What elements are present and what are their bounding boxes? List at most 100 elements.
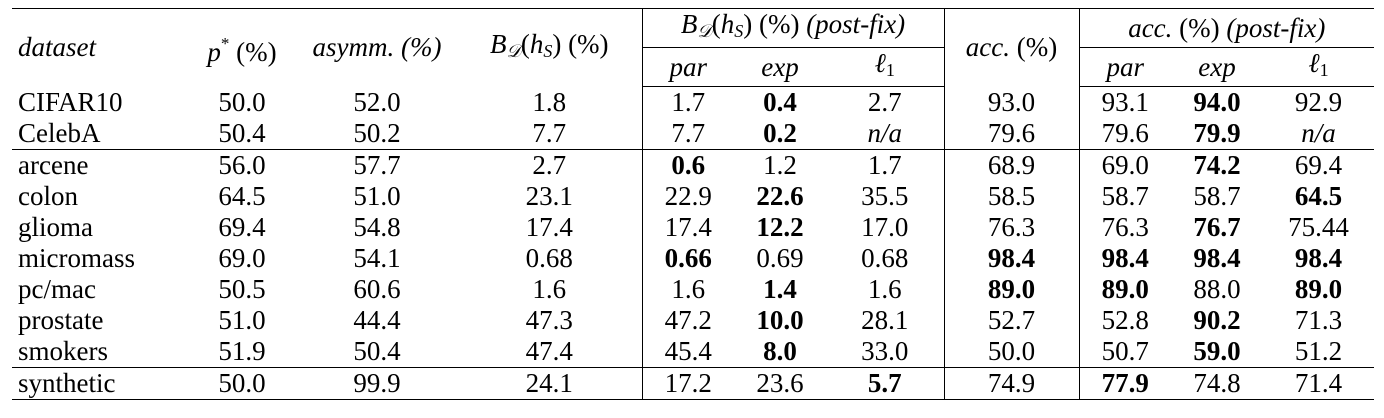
cell-b: 1.6 <box>532 274 567 304</box>
cell-b-exp: 8.0 <box>763 336 797 366</box>
table-row: CelebA 50.4 50.2 7.7 7.7 0.2 n/a 79.6 79.6 79.9 n/… <box>12 118 1374 150</box>
cell-acc-l1: 51.2 <box>1294 336 1343 366</box>
cell-acc-exp: 90.2 <box>1193 305 1241 335</box>
cell-p: 50.0 <box>218 86 266 117</box>
cell-b-par: 47.2 <box>641 305 734 336</box>
cell-acc-par: 77.9 <box>1078 367 1172 400</box>
cell-dataset: prostate <box>18 305 104 335</box>
cell-b-l1: 5.7 <box>826 367 945 400</box>
cell-b-par: 0.66 <box>641 243 734 274</box>
cell-asymm: 99.9 <box>297 367 457 400</box>
cell-b-exp: 22.6 <box>756 181 804 211</box>
cell-b-l1: 17.0 <box>861 212 909 242</box>
cell-asymm: 52.0 <box>353 86 401 117</box>
header-asymm: asymm. (%) <box>297 8 457 87</box>
header-b-exp: exp <box>734 47 826 87</box>
cell-acc-l1: 69.4 <box>1263 149 1375 181</box>
cell-asymm: 50.2 <box>353 118 401 148</box>
results-table-container: dataset p* (%) asymm. (%) B𝒟(hS) (%) B𝒟(… <box>12 8 1375 400</box>
cell-b: 23.1 <box>525 181 573 211</box>
cell-acc-exp: 79.9 <box>1193 118 1241 148</box>
cell-b-l1: 33.0 <box>861 336 909 366</box>
cell-b-l1: 1.7 <box>826 149 945 181</box>
cell-b: 7.7 <box>532 118 567 148</box>
cell-acc-par: 98.4 <box>1078 243 1172 274</box>
cell-b-par: 7.7 <box>641 118 734 150</box>
cell-dataset: synthetic <box>12 367 187 400</box>
cell-p: 50.5 <box>218 274 266 304</box>
header-p-star: p* (%) <box>187 8 297 87</box>
cell-acc: 76.3 <box>943 212 1080 243</box>
cell-b: 47.3 <box>525 305 573 335</box>
cell-b-par: 0.6 <box>641 149 734 181</box>
header-row-1: dataset p* (%) asymm. (%) B𝒟(hS) (%) B𝒟(… <box>12 8 1375 87</box>
cell-dataset: CelebA <box>18 118 101 148</box>
cell-asymm: 60.6 <box>353 274 401 304</box>
cell-asymm: 54.8 <box>353 212 401 242</box>
header-acc-postfix: acc. (%) (post-fix) <box>1078 8 1375 48</box>
cell-acc: 52.7 <box>943 305 1080 336</box>
cell-b-l1: 0.68 <box>861 243 909 273</box>
cell-acc-exp: 98.4 <box>1193 243 1241 273</box>
results-table: dataset p* (%) asymm. (%) B𝒟(hS) (%) B𝒟(… <box>12 8 1375 400</box>
table-row: colon 64.5 51.0 23.1 22.9 22.6 35.5 58.5 58.7 58.… <box>12 181 1374 212</box>
cell-asymm: 57.7 <box>297 149 457 181</box>
cell-p: 69.0 <box>218 243 266 273</box>
cell-p: 50.4 <box>218 118 266 148</box>
cell-acc-l1: 71.3 <box>1294 305 1343 335</box>
header-dataset: dataset <box>12 8 187 87</box>
cell-b-par: 17.4 <box>641 212 734 243</box>
cell-b-exp: 1.2 <box>734 149 826 181</box>
table-row: pc/mac 50.5 60.6 1.6 1.6 1.4 1.6 89.0 89.0 88.0 89… <box>12 274 1374 305</box>
cell-b-exp: 10.0 <box>756 305 804 335</box>
table-row: smokers 51.9 50.4 47.4 45.4 8.0 33.0 50.0 50.7 59… <box>12 336 1374 368</box>
cell-b-exp: 12.2 <box>756 212 804 242</box>
cell-acc: 98.4 <box>943 243 1080 274</box>
cell-acc: 74.9 <box>943 367 1080 400</box>
cell-b-l1: 1.6 <box>867 274 902 304</box>
cell-acc-par: 58.7 <box>1078 181 1172 212</box>
cell-acc-par: 52.8 <box>1078 305 1172 336</box>
cell-acc-l1: 64.5 <box>1294 181 1343 211</box>
cell-b-par: 22.9 <box>641 181 734 212</box>
cell-acc-l1: n/a <box>1301 118 1336 148</box>
cell-p: 64.5 <box>218 181 266 211</box>
table-row: synthetic 50.0 99.9 24.1 17.2 23.6 5.7 74.9 77.9… <box>12 367 1375 400</box>
cell-dataset: micromass <box>18 243 135 273</box>
cell-b-l1: n/a <box>867 118 903 148</box>
cell-asymm: 51.0 <box>353 181 401 211</box>
cell-acc-exp: 59.0 <box>1193 336 1241 366</box>
cell-b-exp: 23.6 <box>734 367 826 400</box>
header-b-par: par <box>641 47 734 87</box>
cell-p: 56.0 <box>187 149 297 181</box>
cell-acc-l1: 75.44 <box>1288 212 1349 242</box>
cell-p: 50.0 <box>187 367 297 400</box>
cell-acc-exp: 76.7 <box>1193 212 1241 242</box>
cell-dataset: CIFAR10 <box>18 86 123 117</box>
cell-asymm: 54.1 <box>353 243 401 273</box>
table-row: micromass 69.0 54.1 0.68 0.66 0.69 0.68 98.4 98.… <box>12 243 1374 274</box>
cell-acc: 50.0 <box>943 336 1080 368</box>
header-b-d-hs-postfix: B𝒟(hS) (%) (post-fix) <box>641 8 945 48</box>
cell-b: 17.4 <box>525 212 573 242</box>
cell-p: 51.0 <box>218 305 266 335</box>
cell-b: 24.1 <box>457 367 642 400</box>
cell-acc-par: 50.7 <box>1078 336 1172 368</box>
cell-acc-par: 89.0 <box>1078 274 1172 305</box>
table-row: glioma 69.4 54.8 17.4 17.4 12.2 17.0 76.3 76.3 76… <box>12 212 1374 243</box>
cell-asymm: 44.4 <box>353 305 401 335</box>
cell-dataset: glioma <box>18 212 93 242</box>
cell-acc: 58.5 <box>943 181 1080 212</box>
cell-acc: 93.0 <box>943 86 1080 118</box>
cell-acc-exp: 94.0 <box>1193 87 1241 117</box>
header-acc-exp: exp <box>1171 47 1264 87</box>
cell-b: 0.68 <box>525 243 573 273</box>
table-row: prostate 51.0 44.4 47.3 47.2 10.0 28.1 52.7 52.8… <box>12 305 1374 336</box>
cell-b: 2.7 <box>457 149 642 181</box>
header-b-l1: ℓ1 <box>826 47 945 87</box>
cell-b-l1: 2.7 <box>867 87 902 117</box>
cell-acc-exp: 74.2 <box>1171 149 1264 181</box>
cell-b-exp: 0.2 <box>763 118 797 148</box>
cell-acc-par: 69.0 <box>1078 149 1172 181</box>
header-acc-par: par <box>1078 47 1172 87</box>
